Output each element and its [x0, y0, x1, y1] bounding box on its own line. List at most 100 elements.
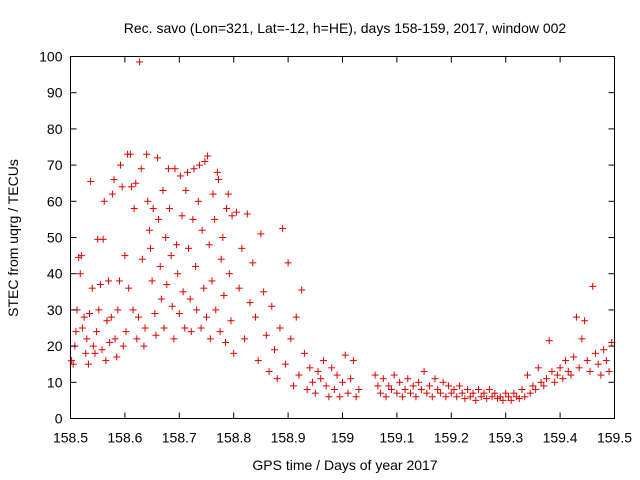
data-point: [564, 367, 572, 375]
data-point: [251, 313, 259, 321]
data-point: [144, 197, 152, 205]
data-point: [469, 389, 477, 397]
data-point: [96, 281, 104, 289]
data-point: [303, 386, 311, 394]
data-point: [249, 259, 257, 267]
data-point: [99, 235, 107, 243]
data-point: [385, 382, 393, 390]
data-point: [167, 252, 175, 260]
data-point: [336, 393, 344, 401]
data-point: [149, 205, 157, 213]
data-point: [434, 386, 442, 394]
y-axis: 0 10 20 30 40 50 60 70 80 90 100: [39, 49, 615, 427]
data-point: [129, 306, 137, 314]
data-point: [174, 270, 182, 278]
data-point: [136, 58, 144, 66]
data-point: [194, 197, 202, 205]
data-point: [260, 288, 268, 296]
data-point: [387, 386, 395, 394]
data-point: [84, 360, 92, 368]
data-point: [491, 389, 499, 397]
data-point: [529, 382, 537, 390]
y-tick-label: 10: [47, 374, 63, 390]
data-point: [238, 244, 246, 252]
data-point: [551, 378, 559, 386]
data-point: [600, 346, 608, 354]
data-point: [201, 157, 209, 165]
data-point: [143, 150, 151, 158]
y-tick-label: 80: [47, 121, 63, 137]
x-tick-label: 158.6: [107, 430, 142, 446]
data-point: [108, 190, 116, 198]
data-point: [284, 259, 292, 267]
data-point: [333, 371, 341, 379]
data-point: [352, 393, 360, 401]
data-point: [281, 360, 289, 368]
data-point: [197, 324, 205, 332]
data-point: [518, 386, 526, 394]
data-point: [171, 165, 179, 173]
data-point: [431, 375, 439, 383]
data-point: [398, 393, 406, 401]
data-point: [219, 234, 227, 241]
data-point: [68, 357, 76, 365]
data-point: [179, 288, 187, 296]
y-axis-label: STEC from uqrg / TECUs: [5, 159, 21, 317]
data-point: [154, 154, 162, 162]
data-point: [458, 389, 466, 397]
data-point: [110, 176, 118, 184]
data-point: [148, 277, 156, 285]
x-tick-label: 159.2: [434, 430, 469, 446]
data-point: [540, 382, 548, 390]
data-point: [377, 389, 385, 397]
data-point: [562, 357, 570, 365]
data-point: [295, 371, 303, 379]
data-point: [575, 364, 583, 372]
data-point: [298, 286, 306, 294]
data-point: [80, 313, 88, 321]
data-point: [556, 364, 564, 372]
data-point: [100, 197, 108, 205]
data-point: [83, 335, 91, 343]
data-point: [271, 346, 278, 354]
data-point: [209, 190, 217, 198]
data-point: [515, 395, 523, 403]
data-point: [156, 262, 164, 270]
x-tick-label: 159: [331, 430, 355, 446]
data-point: [162, 234, 170, 241]
data-point: [273, 375, 281, 383]
data-point: [190, 165, 198, 173]
data-point: [409, 382, 417, 390]
data-point: [227, 317, 235, 325]
data-point: [111, 335, 119, 343]
data-point: [138, 255, 146, 263]
data-point: [453, 393, 461, 401]
data-point: [204, 152, 212, 160]
data-point: [203, 313, 210, 321]
y-tick-label: 20: [47, 338, 63, 354]
y-tick-label: 100: [39, 49, 63, 65]
data-point: [578, 335, 586, 343]
data-point: [140, 342, 148, 350]
data-point: [537, 378, 545, 386]
data-point: [581, 317, 589, 325]
data-point: [543, 375, 550, 383]
data-point: [268, 302, 276, 310]
data-point: [306, 364, 314, 372]
data-point: [339, 378, 346, 386]
data-point: [341, 351, 349, 359]
data-point: [382, 393, 390, 401]
data-point: [186, 295, 194, 303]
data-point: [200, 284, 208, 292]
data-point: [216, 328, 224, 336]
data-point: [548, 367, 556, 375]
y-tick-label: 40: [47, 266, 63, 282]
data-point: [164, 165, 172, 173]
data-point: [496, 393, 504, 401]
data-point: [254, 357, 262, 365]
data-point: [450, 386, 458, 394]
data-point: [159, 186, 167, 194]
data-point: [439, 378, 447, 386]
data-point: [106, 338, 114, 346]
